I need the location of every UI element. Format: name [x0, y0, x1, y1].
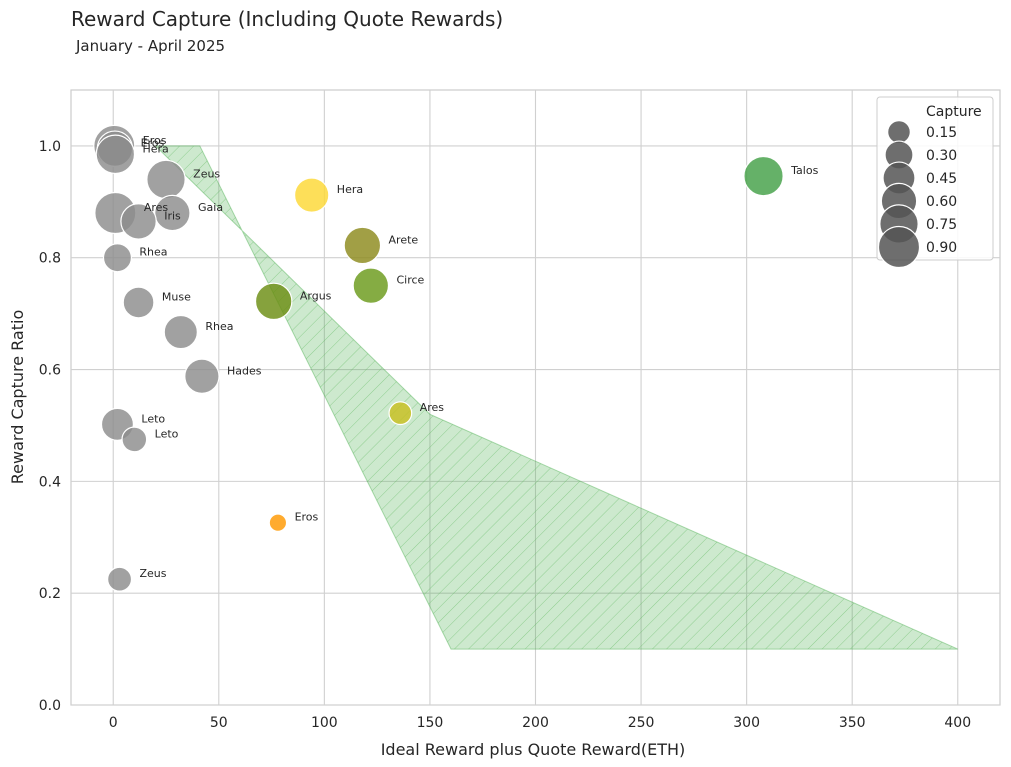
- point-label: Arete: [389, 233, 419, 246]
- bubble-point: [122, 286, 155, 319]
- bubble-point: [95, 134, 136, 175]
- y-tick-label: 0.8: [39, 251, 61, 267]
- x-tick-label: 0: [109, 715, 118, 731]
- shaded-region-hatch: [155, 145, 958, 650]
- y-tick-label: 0.6: [39, 363, 61, 379]
- chart-subtitle: January - April 2025: [75, 37, 225, 55]
- x-axis-label: Ideal Reward plus Quote Reward(ETH): [381, 740, 686, 759]
- legend-entry-label: 0.15: [926, 125, 957, 141]
- region-layer: [154, 145, 958, 650]
- legend-entry-label: 0.30: [926, 148, 957, 164]
- legend-title: Capture: [926, 104, 982, 120]
- legend-bubble: [877, 225, 921, 269]
- y-axis-label: Reward Capture Ratio: [8, 310, 27, 484]
- x-tick-label: 100: [311, 715, 338, 731]
- point-label: Talos: [790, 164, 818, 177]
- point-label: Zeus: [193, 167, 220, 180]
- y-tick-label: 0.0: [39, 698, 61, 714]
- bubble-point: [120, 203, 157, 240]
- x-tick-label: 50: [210, 715, 228, 731]
- point-label: Argus: [300, 289, 332, 302]
- bubble-point: [121, 426, 148, 453]
- x-tick-label: 400: [944, 715, 971, 731]
- points-layer: [93, 124, 784, 592]
- bubble-point: [184, 358, 220, 394]
- bubble-point: [743, 155, 784, 197]
- legend: Capture 0.15 0.30 0.45 0.60 0.75 0.90: [876, 96, 994, 269]
- point-label: Ares: [420, 401, 445, 414]
- point-label: Hera: [142, 142, 168, 155]
- x-tick-label: 200: [522, 715, 549, 731]
- point-label: Leto: [141, 412, 165, 425]
- point-label: Eros: [141, 137, 165, 150]
- point-label: Zeus: [139, 567, 166, 580]
- legend-entry-label: 0.75: [926, 217, 957, 233]
- x-tick-label: 150: [417, 715, 444, 731]
- bubble-point: [102, 243, 132, 273]
- bubble-point: [388, 401, 413, 426]
- y-tick-labels: 0.0 0.2 0.4 0.6 0.8 1.0: [39, 139, 61, 714]
- x-tick-label: 350: [839, 715, 866, 731]
- y-tick-label: 1.0: [39, 139, 61, 155]
- point-label: Eros: [295, 511, 319, 524]
- point-label: Hades: [227, 364, 262, 377]
- bubble-point: [352, 267, 390, 304]
- point-label: Muse: [162, 290, 191, 303]
- point-label: Eros: [143, 134, 167, 147]
- bubble-point: [343, 226, 382, 265]
- y-tick-label: 0.4: [39, 474, 61, 490]
- bubble-point: [107, 566, 133, 592]
- point-label: Rhea: [205, 320, 233, 333]
- bubble-point: [163, 314, 198, 350]
- bubble-point: [293, 177, 330, 213]
- bubble-point: [254, 282, 293, 321]
- legend-entries: 0.15 0.30 0.45 0.60 0.75 0.90: [877, 120, 957, 269]
- legend-bubble: [887, 120, 911, 144]
- legend-entry-label: 0.60: [926, 194, 957, 210]
- point-label: Circe: [396, 274, 424, 287]
- point-label: Leto: [155, 427, 179, 440]
- chart-title: Reward Capture (Including Quote Rewards): [71, 7, 503, 31]
- point-label: Iris: [164, 209, 181, 222]
- point-label: Hera: [337, 183, 363, 196]
- y-tick-label: 0.2: [39, 586, 61, 602]
- bubble-point: [268, 513, 288, 532]
- point-label: Rhea: [139, 246, 167, 259]
- point-label: Gaia: [198, 201, 223, 214]
- bubble-point: [146, 159, 186, 200]
- x-tick-label: 250: [628, 715, 655, 731]
- legend-entry-label: 0.90: [926, 240, 957, 256]
- point-label: Ares: [144, 201, 169, 214]
- legend-entry-label: 0.45: [926, 171, 957, 187]
- x-tick-label: 300: [733, 715, 760, 731]
- x-tick-labels: 0 50 100 150 200 250 300 350 400: [109, 715, 971, 731]
